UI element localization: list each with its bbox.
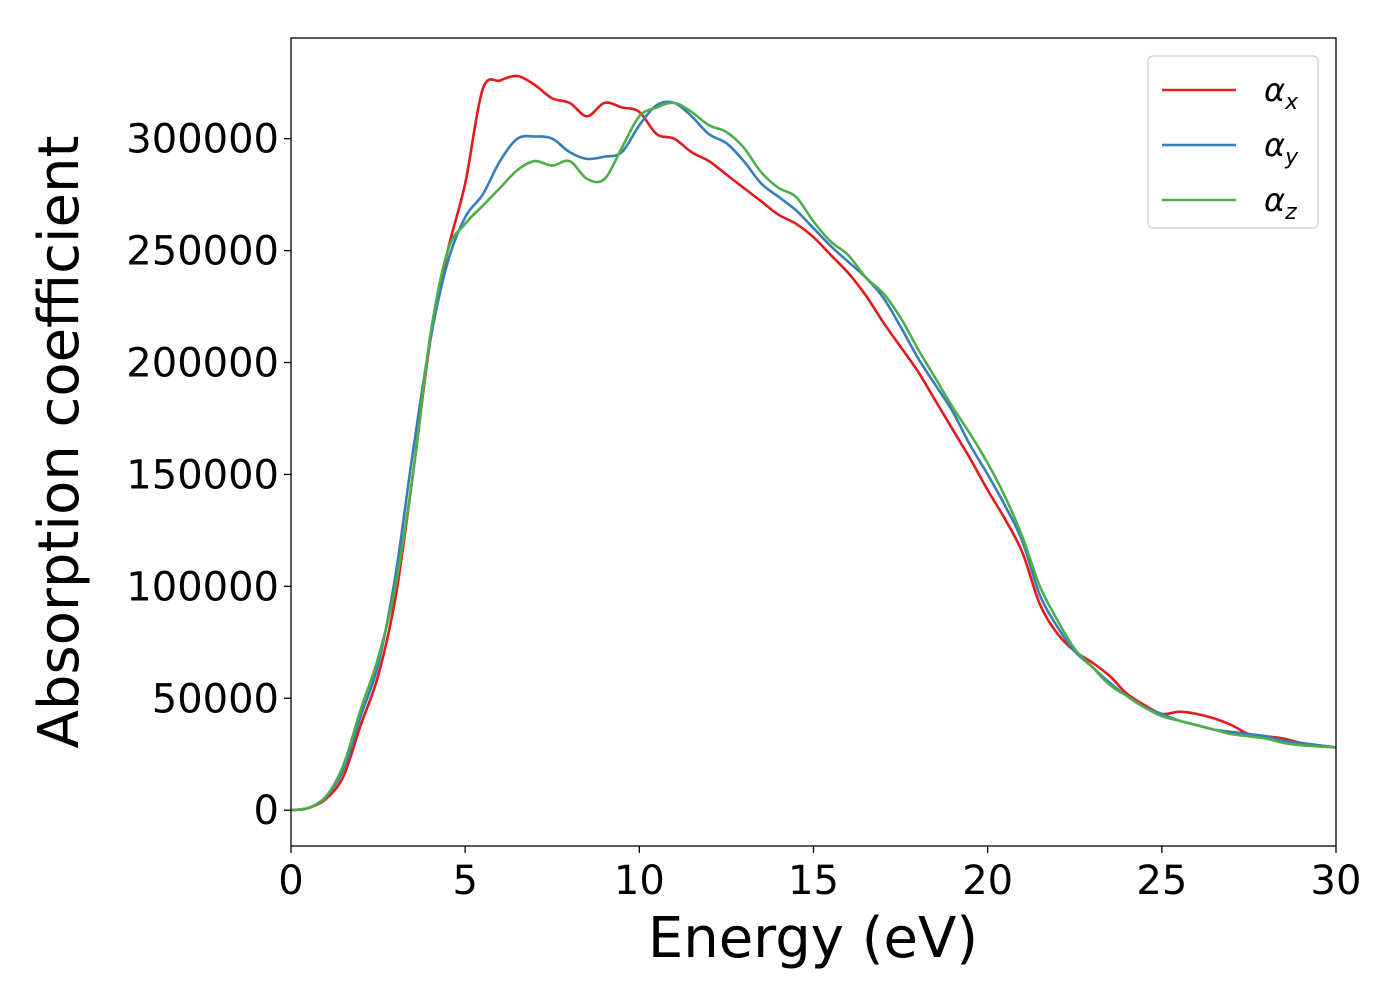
x-tick-label: 20	[962, 858, 1013, 904]
y-tick-label: 250000	[126, 229, 279, 275]
y-tick-label: 200000	[126, 341, 279, 387]
x-axis: 0 5 10 15 20 25 30	[278, 846, 1361, 904]
x-tick-label: 15	[788, 858, 839, 904]
y-tick-label: 50000	[152, 676, 279, 722]
legend-box	[1147, 55, 1319, 229]
x-tick-label: 30	[1311, 858, 1362, 904]
series-line-z	[290, 101, 1337, 812]
y-tick-label: 300000	[126, 117, 279, 163]
y-axis-title: Absorption coefficient	[27, 136, 92, 749]
y-tick-label: 100000	[126, 564, 279, 610]
x-tick-label: 10	[614, 858, 665, 904]
series-layer	[290, 74, 1337, 812]
y-tick-label: 150000	[126, 452, 279, 498]
x-tick-label: 25	[1136, 858, 1187, 904]
y-tick-label: 0	[254, 788, 279, 834]
x-tick-label: 0	[278, 858, 303, 904]
series-line-y	[290, 100, 1337, 812]
x-tick-label: 5	[452, 858, 477, 904]
y-axis: 0 50000 100000 150000 200000 250000 300000	[126, 117, 291, 834]
x-axis-title: Energy (eV)	[648, 906, 978, 971]
